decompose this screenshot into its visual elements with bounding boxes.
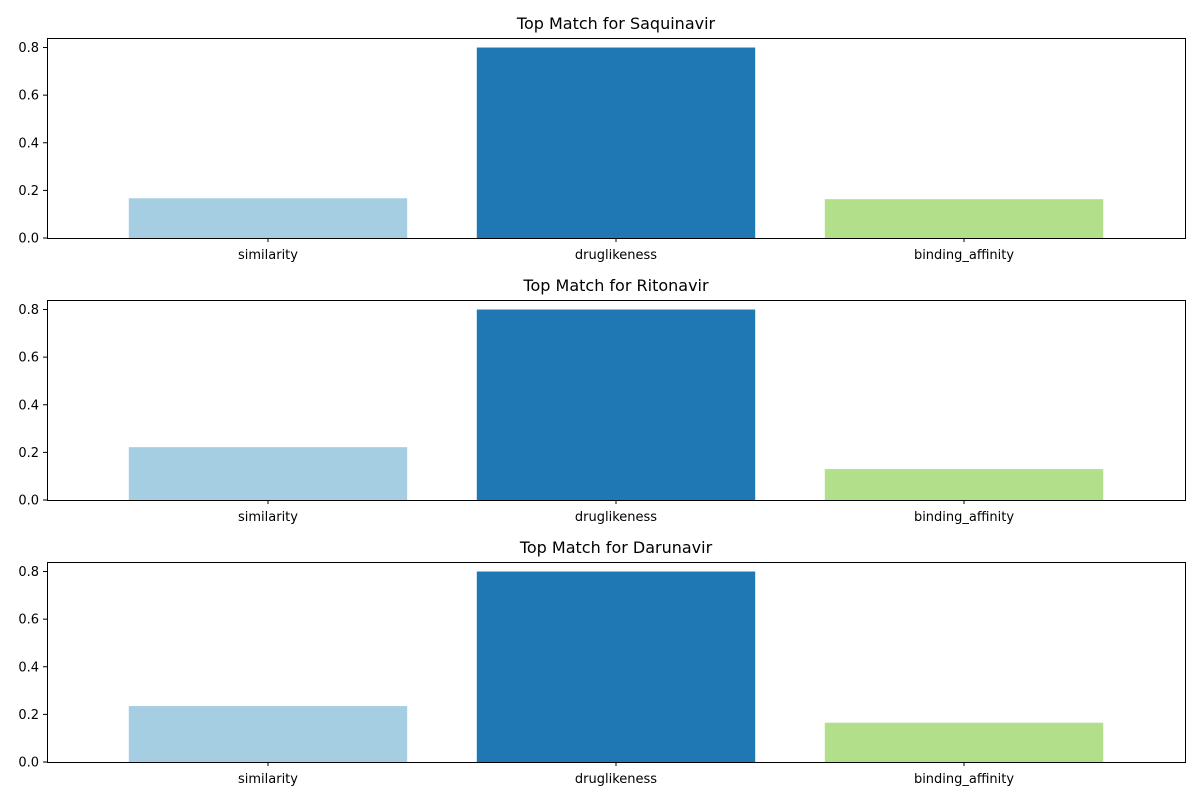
y-tick-label: 0.0 [18, 494, 39, 509]
x-tick-label: similarity [238, 772, 298, 787]
subplot-2: Top Match for Ritonavir 0.0 0.2 0.4 0.6 0.8 si… [18, 276, 1186, 525]
y-tick-label: 0.4 [18, 660, 39, 675]
bar-druglikeness [476, 309, 756, 500]
bar-druglikeness [476, 47, 756, 239]
subplot-title: Top Match for Ritonavir [522, 276, 709, 295]
y-tick-label: 0.4 [18, 136, 39, 151]
x-tick-label: druglikeness [575, 510, 657, 525]
bar-druglikeness [476, 571, 756, 762]
y-tick-label: 0.8 [18, 303, 39, 318]
x-tick-label: druglikeness [575, 248, 657, 263]
y-tick-label: 0.0 [18, 232, 39, 247]
x-tick-label: similarity [238, 248, 298, 263]
x-tick-label: binding_affinity [914, 248, 1014, 263]
bar-similarity [128, 198, 408, 238]
y-tick-label: 0.8 [18, 565, 39, 580]
y-tick-label: 0.8 [18, 41, 39, 56]
bar-similarity [128, 706, 408, 762]
y-tick-label: 0.2 [18, 708, 39, 723]
subplot-title: Top Match for Darunavir [519, 538, 713, 557]
bar-binding_affinity [824, 199, 1104, 238]
y-tick-label: 0.6 [18, 351, 39, 366]
subplot-1: Top Match for Saquinavir 0.0 0.2 0.4 0.6 0.8 s… [18, 14, 1186, 263]
x-tick-label: druglikeness [575, 772, 657, 787]
y-tick-label: 0.6 [18, 613, 39, 628]
x-tick-label: similarity [238, 510, 298, 525]
y-tick-label: 0.4 [18, 398, 39, 413]
x-tick-label: binding_affinity [914, 772, 1014, 787]
y-tick-label: 0.2 [18, 446, 39, 461]
y-tick-label: 0.6 [18, 89, 39, 104]
bar-binding_affinity [824, 722, 1104, 762]
y-tick-label: 0.0 [18, 756, 39, 771]
subplot-3: Top Match for Darunavir 0.0 0.2 0.4 0.6 0.8 si… [18, 538, 1186, 787]
bar-similarity [128, 447, 408, 500]
bar-binding_affinity [824, 469, 1104, 500]
x-tick-label: binding_affinity [914, 510, 1014, 525]
y-tick-label: 0.2 [18, 184, 39, 199]
subplot-title: Top Match for Saquinavir [516, 14, 716, 33]
